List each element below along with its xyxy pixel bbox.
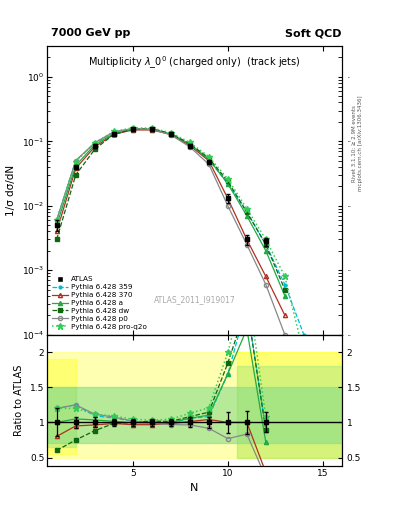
- X-axis label: N: N: [190, 483, 199, 493]
- Text: 7000 GeV pp: 7000 GeV pp: [51, 28, 130, 38]
- Text: mcplots.cern.ch [arXiv:1306.3436]: mcplots.cern.ch [arXiv:1306.3436]: [358, 96, 363, 191]
- Text: ATLAS_2011_I919017: ATLAS_2011_I919017: [154, 295, 235, 305]
- Text: Soft QCD: Soft QCD: [285, 28, 342, 38]
- Y-axis label: 1/σ dσ/dN: 1/σ dσ/dN: [6, 165, 17, 216]
- Text: Multiplicity $\lambda\_0^0$ (charged only)  (track jets): Multiplicity $\lambda\_0^0$ (charged onl…: [88, 55, 301, 71]
- Text: Rivet 3.1.10; ≥ 2.9M events: Rivet 3.1.10; ≥ 2.9M events: [352, 105, 357, 182]
- Legend: ATLAS, Pythia 6.428 359, Pythia 6.428 370, Pythia 6.428 a, Pythia 6.428 dw, Pyth: ATLAS, Pythia 6.428 359, Pythia 6.428 37…: [51, 275, 148, 331]
- Y-axis label: Ratio to ATLAS: Ratio to ATLAS: [15, 365, 24, 436]
